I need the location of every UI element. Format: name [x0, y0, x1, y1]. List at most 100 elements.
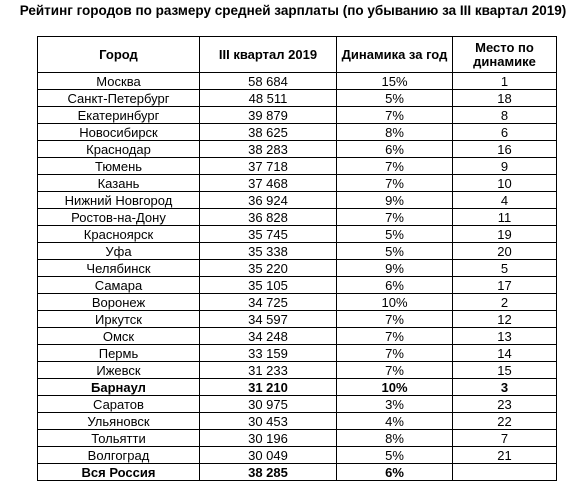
table-row: Тольятти 30 196 8% 7 — [37, 429, 557, 447]
table-cell: 7% — [336, 361, 453, 379]
table-cell: Тюмень — [37, 157, 200, 175]
table-cell: 38 283 — [199, 140, 337, 158]
table-cell: 5% — [336, 225, 453, 243]
table-row: Саратов 30 975 3% 23 — [37, 395, 557, 413]
table-cell: 36 924 — [199, 191, 337, 209]
empty-cell — [452, 463, 557, 481]
table-cell: Ростов-на-Дону — [37, 208, 200, 226]
table-cell: Воронеж — [37, 293, 200, 311]
table-cell: 35 745 — [199, 225, 337, 243]
table-cell: 2 — [452, 293, 557, 311]
header-cell: III квартал 2019 — [199, 36, 337, 73]
table-cell: 5% — [336, 89, 453, 107]
table-cell: 6% — [336, 140, 453, 158]
table-cell: 34 725 — [199, 293, 337, 311]
table-row: Москва 58 684 15% 1 — [37, 72, 557, 90]
table-cell: 11 — [452, 208, 557, 226]
header-cell: Динамика за год — [336, 36, 453, 73]
table-cell: 3 — [452, 378, 557, 396]
table-cell: 30 049 — [199, 446, 337, 464]
table-cell: 12 — [452, 310, 557, 328]
table-cell: 35 105 — [199, 276, 337, 294]
header-row: Город III квартал 2019 Динамика за год Мест… — [37, 36, 557, 73]
table-cell: 36 828 — [199, 208, 337, 226]
table-cell: 34 597 — [199, 310, 337, 328]
table-cell: Санкт-Петербург — [37, 89, 200, 107]
table-cell: Нижний Новгород — [37, 191, 200, 209]
header-cell: Город — [37, 36, 200, 73]
table-cell: 35 220 — [199, 259, 337, 277]
table-cell: Барнаул — [37, 378, 200, 396]
table-cell: 31 210 — [199, 378, 337, 396]
table-cell: 5% — [336, 242, 453, 260]
table-cell: Уфа — [37, 242, 200, 260]
table-cell: Саратов — [37, 395, 200, 413]
table-cell: 17 — [452, 276, 557, 294]
table-cell: 7% — [336, 310, 453, 328]
table-row: Ростов-на-Дону 36 828 7% 11 — [37, 208, 557, 226]
table-cell: 4 — [452, 191, 557, 209]
table-cell: 7% — [336, 157, 453, 175]
table-row: Санкт-Петербург 48 511 5% 18 — [37, 89, 557, 107]
table-cell: 10% — [336, 293, 453, 311]
table-row: Ульяновск 30 453 4% 22 — [37, 412, 557, 430]
table-row: Красноярск 35 745 5% 19 — [37, 225, 557, 243]
table-cell: Самара — [37, 276, 200, 294]
table-row: Воронеж 34 725 10% 2 — [37, 293, 557, 311]
table-cell: Тольятти — [37, 429, 200, 447]
table: Город III квартал 2019 Динамика за год Мест… — [37, 36, 557, 481]
table-cell: 8% — [336, 429, 453, 447]
table-cell: 5 — [452, 259, 557, 277]
table-cell: 10% — [336, 378, 453, 396]
table-cell: Челябинск — [37, 259, 200, 277]
table-cell: Казань — [37, 174, 200, 192]
table-row: Уфа 35 338 5% 20 — [37, 242, 557, 260]
table-row: Екатеринбург 39 879 7% 8 — [37, 106, 557, 124]
table-body: Москва 58 684 15% 1 Санкт-Петербург 48 511 5% 1… — [37, 72, 557, 481]
table-row: Новосибирск 38 625 8% 6 — [37, 123, 557, 141]
table-row: Тюмень 37 718 7% 9 — [37, 157, 557, 175]
table-cell: 23 — [452, 395, 557, 413]
table-cell: Волгоград — [37, 446, 200, 464]
table-cell: Иркутск — [37, 310, 200, 328]
table-cell: 7% — [336, 106, 453, 124]
table-cell: 33 159 — [199, 344, 337, 362]
table-cell: 38 285 — [199, 463, 337, 481]
table-cell: 30 975 — [199, 395, 337, 413]
table-cell: 22 — [452, 412, 557, 430]
table-cell: 31 233 — [199, 361, 337, 379]
table-cell: 58 684 — [199, 72, 337, 90]
table-cell: 4% — [336, 412, 453, 430]
table-cell: 1 — [452, 72, 557, 90]
table-cell: 37 718 — [199, 157, 337, 175]
table-cell: 16 — [452, 140, 557, 158]
table-row: Казань 37 468 7% 10 — [37, 174, 557, 192]
table-cell: 7% — [336, 344, 453, 362]
table-row: Самара 35 105 6% 17 — [37, 276, 557, 294]
table-cell: 21 — [452, 446, 557, 464]
table-row: Пермь 33 159 7% 14 — [37, 344, 557, 362]
table-cell: 30 196 — [199, 429, 337, 447]
table-cell: Краснодар — [37, 140, 200, 158]
table-row: Челябинск 35 220 9% 5 — [37, 259, 557, 277]
table-cell: 7% — [336, 208, 453, 226]
table-row: Нижний Новгород 36 924 9% 4 — [37, 191, 557, 209]
table-cell: 9 — [452, 157, 557, 175]
table-cell: 38 625 — [199, 123, 337, 141]
table-cell: 3% — [336, 395, 453, 413]
table-row: Иркутск 34 597 7% 12 — [37, 310, 557, 328]
table-cell: Омск — [37, 327, 200, 345]
table-cell: 14 — [452, 344, 557, 362]
header-cell: Место по динамике — [452, 36, 557, 73]
table-row: Волгоград 30 049 5% 21 — [37, 446, 557, 464]
table-row: Краснодар 38 283 6% 16 — [37, 140, 557, 158]
table-cell: Москва — [37, 72, 200, 90]
table-cell: 18 — [452, 89, 557, 107]
table-cell: Новосибирск — [37, 123, 200, 141]
table-cell: 35 338 — [199, 242, 337, 260]
table-cell: 34 248 — [199, 327, 337, 345]
table-cell: 10 — [452, 174, 557, 192]
table-cell: Ульяновск — [37, 412, 200, 430]
table-cell: 19 — [452, 225, 557, 243]
